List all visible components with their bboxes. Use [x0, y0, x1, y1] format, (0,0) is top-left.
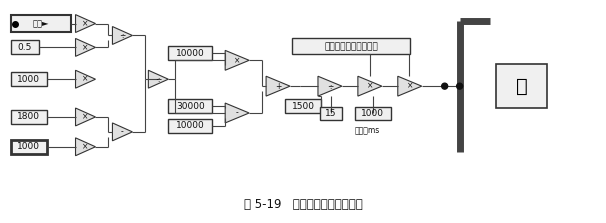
Polygon shape	[76, 108, 96, 126]
Polygon shape	[76, 70, 96, 88]
FancyBboxPatch shape	[11, 72, 47, 86]
Polygon shape	[76, 38, 96, 56]
Circle shape	[442, 83, 448, 89]
Polygon shape	[318, 76, 342, 96]
Text: ×: ×	[82, 142, 88, 151]
FancyBboxPatch shape	[496, 64, 547, 108]
FancyBboxPatch shape	[11, 140, 47, 154]
Text: 1500: 1500	[291, 101, 315, 111]
Text: 每个升速梯度所需时间: 每个升速梯度所需时间	[324, 42, 378, 51]
Polygon shape	[113, 123, 132, 141]
Polygon shape	[266, 76, 290, 96]
Text: ×: ×	[367, 82, 373, 91]
FancyBboxPatch shape	[168, 99, 212, 113]
Text: 1000: 1000	[17, 75, 40, 84]
Text: 🖥: 🖥	[516, 77, 527, 96]
FancyBboxPatch shape	[168, 46, 212, 60]
Text: 外征►: 外征►	[32, 19, 49, 28]
Polygon shape	[148, 70, 168, 88]
Text: 1000: 1000	[17, 142, 40, 151]
FancyBboxPatch shape	[168, 119, 212, 133]
Text: 转化为ms: 转化为ms	[355, 126, 380, 135]
Text: 0.5: 0.5	[18, 43, 32, 52]
Text: 图 5-19   升速时间间隔算法实现: 图 5-19 升速时间间隔算法实现	[244, 198, 362, 211]
Text: ÷: ÷	[155, 75, 162, 84]
FancyBboxPatch shape	[355, 107, 391, 120]
Polygon shape	[225, 50, 249, 70]
Text: +: +	[275, 82, 281, 91]
Text: ×: ×	[82, 19, 88, 28]
Text: 30000: 30000	[176, 101, 205, 111]
FancyBboxPatch shape	[320, 107, 342, 120]
Polygon shape	[113, 27, 132, 44]
Text: 1800: 1800	[17, 112, 40, 122]
Text: ×: ×	[82, 112, 88, 122]
Text: ÷: ÷	[119, 31, 125, 40]
Text: ×: ×	[407, 82, 413, 91]
Polygon shape	[76, 138, 96, 156]
Text: 10000: 10000	[176, 49, 205, 58]
Polygon shape	[225, 103, 249, 123]
Polygon shape	[76, 15, 96, 33]
FancyBboxPatch shape	[292, 38, 410, 54]
Text: ×: ×	[82, 43, 88, 52]
Text: 1000: 1000	[361, 109, 384, 118]
Text: 10000: 10000	[176, 121, 205, 130]
Circle shape	[457, 83, 462, 89]
FancyBboxPatch shape	[11, 15, 70, 33]
Text: ÷: ÷	[327, 82, 333, 91]
Text: ×: ×	[82, 75, 88, 84]
Text: ×: ×	[234, 56, 241, 65]
FancyBboxPatch shape	[11, 110, 47, 124]
Text: -: -	[121, 127, 124, 136]
FancyBboxPatch shape	[11, 40, 39, 54]
Polygon shape	[398, 76, 422, 96]
FancyBboxPatch shape	[285, 99, 321, 113]
Text: -: -	[236, 109, 239, 118]
Polygon shape	[358, 76, 382, 96]
Text: 15: 15	[325, 109, 337, 118]
